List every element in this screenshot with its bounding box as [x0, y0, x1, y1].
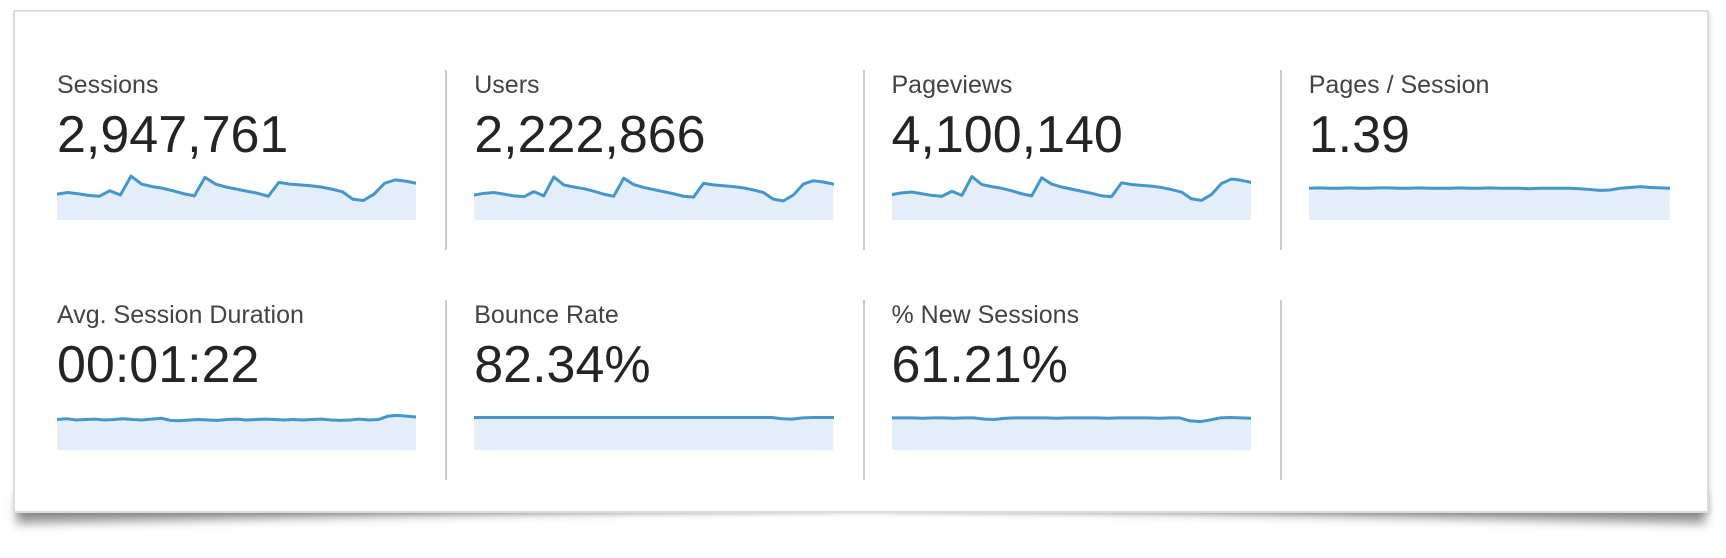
metric-label: Avg. Session Duration: [57, 301, 304, 329]
metric-value: 1.39: [1308, 106, 1410, 164]
metric-value: 00:01:22: [57, 336, 260, 394]
sparkline-chart: [57, 400, 417, 450]
metric-card-sessions[interactable]: Sessions 2,947,761: [30, 70, 448, 250]
metric-label: Sessions: [57, 71, 159, 99]
sparkline-chart: [474, 400, 834, 450]
sparkline-chart: [891, 400, 1251, 450]
metrics-grid: Sessions 2,947,761 Users 2,222,866 Pagev…: [15, 12, 1707, 480]
metric-card-pageviews[interactable]: Pageviews 4,100,140: [865, 70, 1282, 250]
metric-value: 82.34%: [474, 336, 651, 394]
metrics-summary-panel: Sessions 2,947,761 Users 2,222,866 Pagev…: [13, 10, 1709, 513]
sparkline-chart: [57, 170, 417, 220]
metric-card-pages-per-session[interactable]: Pages / Session 1.39: [1282, 70, 1699, 250]
metric-value: 4,100,140: [891, 106, 1123, 164]
empty-cell: [1282, 300, 1699, 480]
sparkline-chart: [1308, 170, 1670, 220]
metric-value: 2,222,866: [474, 106, 706, 164]
metric-label: Pageviews: [891, 71, 1013, 99]
metric-label: Bounce Rate: [474, 301, 619, 329]
metric-card-bounce-rate[interactable]: Bounce Rate 82.34%: [447, 300, 865, 480]
sparkline-chart: [474, 170, 834, 220]
metric-label: % New Sessions: [891, 301, 1080, 329]
metric-label: Users: [474, 71, 540, 99]
metric-card-avg-session-duration[interactable]: Avg. Session Duration 00:01:22: [30, 300, 448, 480]
sparkline-chart: [891, 170, 1251, 220]
metric-value: 61.21%: [891, 336, 1068, 394]
metric-label: Pages / Session: [1308, 71, 1490, 99]
metric-value: 2,947,761: [57, 106, 289, 164]
metric-card-users[interactable]: Users 2,222,866: [447, 70, 865, 250]
metric-card-percent-new-sessions[interactable]: % New Sessions 61.21%: [865, 300, 1282, 480]
